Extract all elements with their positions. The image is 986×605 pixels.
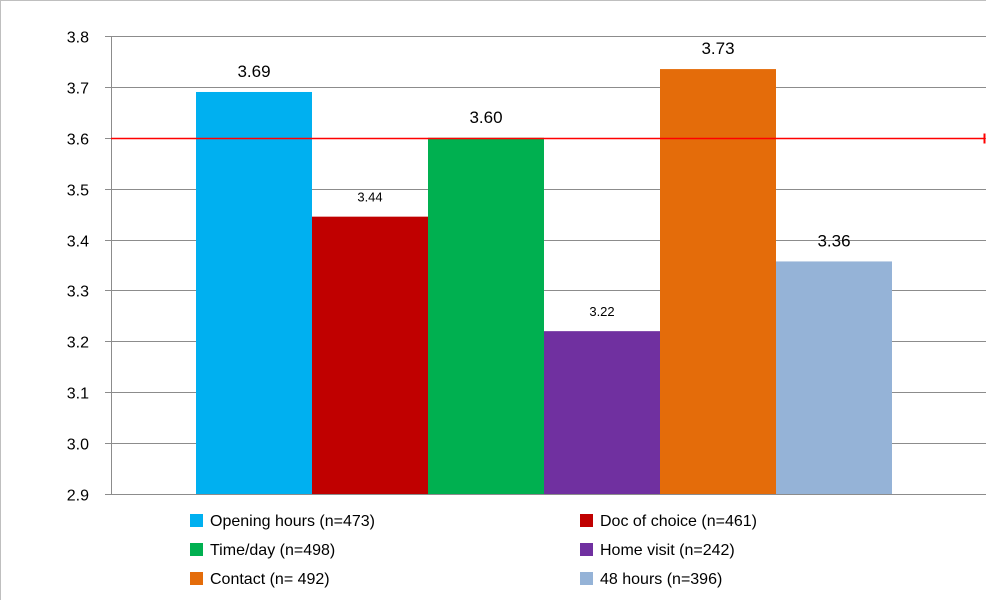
y-tick-label: 3.4 (67, 234, 89, 251)
bar-value-label: 3.36 (817, 231, 850, 250)
bar-value-label: 3.60 (469, 108, 502, 127)
legend-label: Time/day (n=498) (210, 542, 335, 559)
legend-item: 48 hours (n=396) (580, 571, 722, 588)
legend-item: Opening hours (n=473) (190, 513, 375, 530)
legend-label: Doc of choice (n=461) (600, 513, 757, 530)
bar (428, 138, 544, 494)
bar (776, 261, 892, 494)
bar (196, 92, 312, 494)
legend-item: Time/day (n=498) (190, 542, 335, 559)
legend-swatch (190, 572, 203, 585)
legend-swatch (190, 543, 203, 556)
legend-swatch (580, 514, 593, 527)
y-tick-label: 3.2 (67, 335, 89, 352)
y-tick-label: 3.1 (67, 386, 89, 403)
y-tick-label: 3.5 (67, 183, 89, 200)
bar (312, 217, 428, 494)
legend-label: 48 hours (n=396) (600, 571, 722, 588)
legend-swatch (580, 572, 593, 585)
bar-value-label: 3.69 (237, 62, 270, 81)
legend-label: Home visit (n=242) (600, 542, 735, 559)
bar-value-label: 3.73 (701, 39, 734, 58)
y-tick-label: 3.8 (67, 30, 89, 47)
legend-item: Home visit (n=242) (580, 542, 735, 559)
legend-swatch (190, 514, 203, 527)
bar (544, 331, 660, 494)
y-tick-label: 3.3 (67, 284, 89, 301)
y-tick-label: 3.0 (67, 437, 89, 454)
legend-label: Opening hours (n=473) (210, 513, 375, 530)
legend-item: Doc of choice (n=461) (580, 513, 757, 530)
legend-swatch (580, 543, 593, 556)
bar (660, 69, 776, 494)
bar-value-label: 3.44 (357, 190, 382, 205)
legend-item: Contact (n= 492) (190, 571, 330, 588)
y-tick-label: 3.7 (67, 81, 89, 98)
y-tick-label: 3.6 (67, 132, 89, 149)
legend-label: Contact (n= 492) (210, 571, 330, 588)
bar-value-label: 3.22 (589, 304, 614, 319)
y-tick-label: 2.9 (67, 488, 89, 505)
